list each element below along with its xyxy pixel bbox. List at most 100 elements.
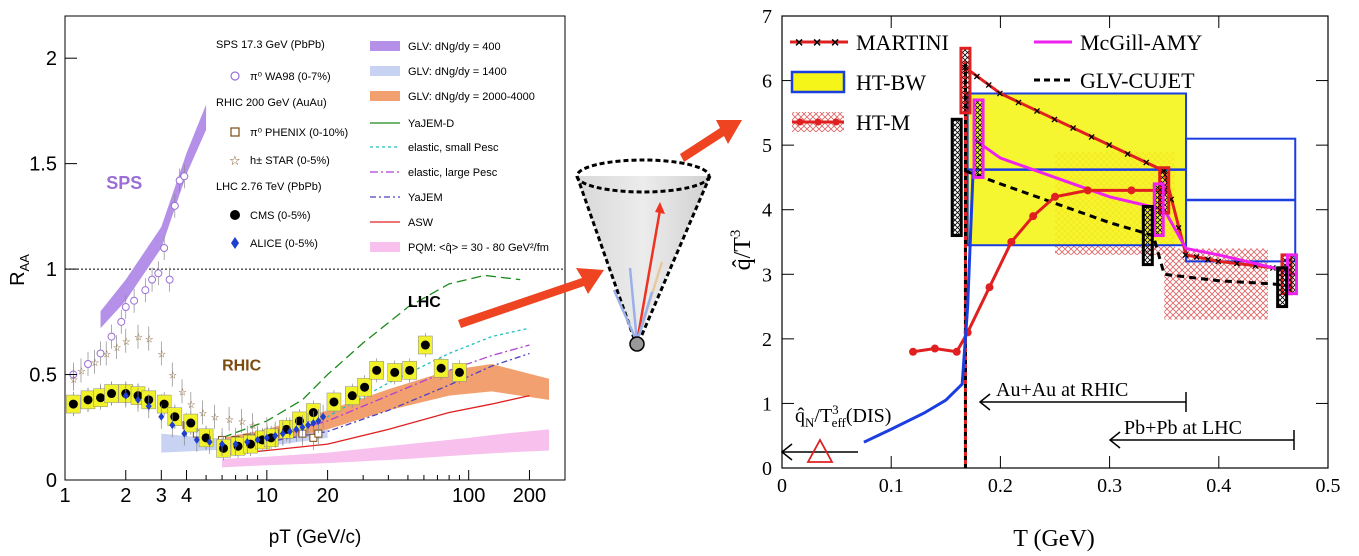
raa-x-tick-label-6: 100 (452, 485, 485, 507)
qhat-x-tick-label-1: 0.1 (879, 475, 904, 497)
lhc-region-label: LHC (408, 294, 441, 311)
qhat-line-4 (863, 170, 975, 444)
point-s3-9 (186, 418, 196, 428)
point-s4-2 (145, 402, 152, 411)
legend-glv1400: GLV: dNg/dy = 1400 (408, 66, 507, 78)
qhat-x-tick-label-0: 0 (777, 475, 787, 497)
model-line-9 (222, 395, 530, 456)
dis-arrowhead (780, 443, 793, 461)
htm-point-4 (985, 283, 994, 292)
legend-htm-dot-1 (796, 118, 804, 126)
point-s0-4 (117, 317, 126, 326)
gluon-arrow-blue-2 (612, 289, 639, 343)
point-s0-14 (180, 172, 189, 181)
qhat-x-tick-label-3: 0.3 (1097, 475, 1122, 497)
point-s4-13 (272, 431, 279, 440)
point-s3-26 (436, 363, 446, 373)
point-s4-7 (206, 438, 213, 447)
raa-y-tick-label-0: 0 (46, 470, 57, 492)
legend-yajem: YaJEM (408, 192, 443, 204)
point-s4-9 (232, 440, 239, 449)
qhat-y-tick-label-5: 5 (762, 135, 772, 157)
qhat-y-tick-label-4: 4 (762, 200, 772, 222)
htm-point-5 (1007, 238, 1016, 246)
legend-glv1400-swatch (370, 66, 400, 76)
point-s2-14: ☆ (225, 415, 234, 426)
htm-point-0 (909, 347, 918, 356)
martini-marker-1-7: × (1034, 104, 1041, 118)
raa-x-tick-label-7: 200 (513, 485, 546, 507)
legend-glv400: GLV: dNg/dy = 400 (408, 41, 501, 53)
model-line-7 (221, 344, 530, 445)
martini-marker-2-7: × (1088, 130, 1095, 144)
arrow-to-qhat-plot (680, 120, 742, 162)
point-s3-7 (159, 399, 169, 409)
legend-htm-dot-2 (814, 118, 822, 126)
point-s3-0 (68, 399, 78, 409)
lhc-range-arrowhead (1108, 431, 1121, 449)
point-s4-5 (181, 429, 188, 438)
point-s2-8: ☆ (157, 349, 166, 360)
legend-elastic-small: elastic, small Pesc (408, 142, 499, 154)
point-s2-0: ☆ (69, 375, 78, 386)
gluon-arrow-blue-1 (628, 267, 639, 343)
legend-martini-x1: × (795, 34, 803, 50)
martini-marker-5-0: × (1182, 248, 1189, 262)
raa-y-tick-label-2: 1 (46, 259, 57, 281)
point-s4-15 (286, 427, 293, 436)
martini-marker-3-3: × (1124, 147, 1131, 161)
legend-htbw: HT-BW (856, 70, 926, 95)
legend-yajemd: YaJEM-D (408, 118, 454, 130)
point-s2-11: ☆ (187, 400, 196, 411)
martini-marker-2-0: × (1051, 112, 1058, 126)
legend-htm: HT-M (856, 110, 910, 135)
raa-x-axis-label: pT (GeV/c) (269, 527, 362, 548)
martini-marker-4-3: × (1168, 193, 1175, 207)
martini-marker-6-3: × (1233, 257, 1240, 271)
legend-wa98-marker (230, 71, 240, 81)
martini-marker-1-0: × (996, 86, 1003, 100)
qhat-end-box-2 (950, 117, 963, 238)
qhat-end-box-7 (1285, 253, 1298, 296)
point-s2-10: ☆ (178, 387, 187, 398)
qhat-end-box-4 (1152, 182, 1165, 238)
point-s2-2: ☆ (90, 358, 99, 369)
point-s3-21 (360, 382, 370, 392)
legend-star: h± STAR (0-5%) (250, 155, 330, 167)
point-s4-1 (135, 395, 142, 404)
point-s0-3 (107, 332, 116, 341)
point-s2-9: ☆ (168, 371, 177, 382)
arrow-to-cone (458, 268, 604, 328)
point-s2-3: ☆ (102, 349, 111, 360)
point-s3-2 (96, 393, 106, 403)
band-3 (222, 429, 550, 468)
qhat-y-tick-label-1: 1 (762, 393, 772, 415)
htm-point-6 (1029, 212, 1038, 221)
martini-marker-6-7: × (1252, 259, 1259, 273)
point-s3-23 (390, 367, 400, 377)
raa-y-tick-label-1: 0.5 (29, 365, 57, 387)
point-s3-1 (83, 395, 93, 405)
legend-group-rhic: RHIC 200 GeV (AuAu) (216, 97, 327, 109)
point-s0-12 (170, 201, 179, 210)
rhic-region-label: RHIC (222, 357, 262, 374)
legend-cms-marker (230, 210, 240, 220)
raa-y-tick-label-4: 2 (46, 48, 57, 70)
legend-phenix: π⁰ PHENIX (0-10%) (250, 127, 348, 139)
martini-marker-1-3: × (1015, 95, 1022, 109)
point-s4-14 (279, 429, 286, 438)
qhat-x-axis-label: T (GeV) (1013, 526, 1095, 552)
lhc-range-label: Pb+Pb at LHC (1124, 417, 1242, 439)
qhat-y-tick-label-3: 3 (762, 264, 772, 286)
raa-x-tick-label-4: 10 (256, 485, 278, 507)
point-s2-4: ☆ (113, 343, 122, 354)
dis-annotation: q̂N/T3 eff(DIS) (795, 402, 891, 430)
legend-wa98: π⁰ WA98 (0-7%) (250, 71, 331, 83)
point-s4-17 (299, 423, 306, 432)
point-s2-16: ☆ (249, 421, 258, 432)
legend-group-lhc: LHC 2.76 TeV (PbPb) (216, 181, 322, 193)
dis-point-marker (806, 438, 834, 463)
legend-phenix-marker (230, 127, 240, 137)
point-s3-3 (107, 389, 117, 399)
